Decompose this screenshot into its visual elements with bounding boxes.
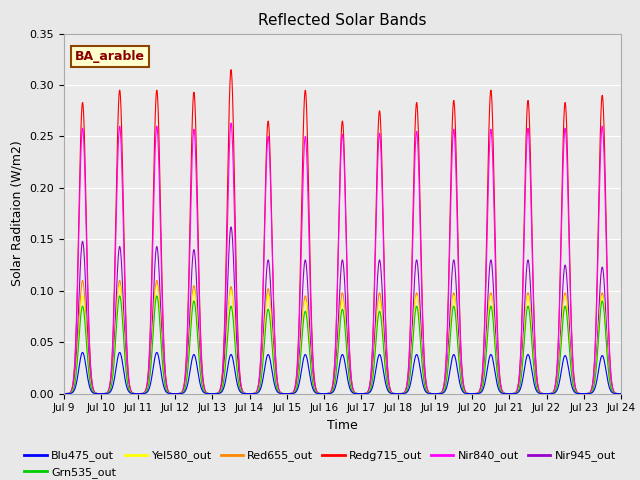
Grn535_out — [116, 293, 124, 299]
Grn535_out — [60, 391, 68, 396]
Nir840_out — [60, 391, 68, 396]
Nir945_out — [606, 377, 614, 383]
Blu475_out — [274, 389, 282, 395]
Grn535_out — [124, 381, 132, 387]
Red655_out — [298, 327, 306, 333]
Nir945_out — [546, 391, 554, 396]
Redg715_out — [617, 391, 625, 396]
Red655_out — [546, 391, 554, 396]
Nir945_out — [124, 375, 131, 381]
Redg715_out — [124, 358, 131, 363]
Redg715_out — [274, 381, 282, 386]
Redg715_out — [298, 193, 306, 199]
X-axis label: Time: Time — [327, 419, 358, 432]
Yel580_out — [617, 391, 625, 396]
Grn535_out — [157, 335, 164, 341]
Redg715_out — [157, 208, 164, 214]
Yel580_out — [157, 329, 164, 335]
Nir840_out — [124, 361, 131, 367]
Nir945_out — [227, 224, 235, 230]
Nir840_out — [157, 230, 164, 236]
Red655_out — [79, 277, 86, 283]
Nir945_out — [157, 302, 164, 308]
Nir840_out — [546, 391, 554, 396]
Line: Blu475_out: Blu475_out — [64, 352, 621, 394]
Nir840_out — [298, 224, 306, 229]
Yel580_out — [116, 283, 124, 288]
Yel580_out — [60, 391, 68, 396]
Blu475_out — [60, 391, 68, 396]
Blu475_out — [79, 349, 86, 355]
Title: Reflected Solar Bands: Reflected Solar Bands — [258, 13, 427, 28]
Redg715_out — [227, 67, 235, 72]
Line: Nir840_out: Nir840_out — [64, 123, 621, 394]
Grn535_out — [617, 391, 625, 396]
Grn535_out — [546, 391, 554, 396]
Blu475_out — [298, 365, 306, 371]
Red655_out — [124, 380, 132, 385]
Blu475_out — [606, 386, 614, 392]
Red655_out — [274, 387, 282, 393]
Blu475_out — [617, 391, 625, 396]
Line: Grn535_out: Grn535_out — [64, 296, 621, 394]
Line: Nir945_out: Nir945_out — [64, 227, 621, 394]
Red655_out — [606, 380, 614, 385]
Yel580_out — [546, 391, 554, 396]
Nir945_out — [617, 391, 625, 396]
Grn535_out — [298, 337, 306, 343]
Red655_out — [157, 326, 164, 332]
Redg715_out — [60, 391, 68, 396]
Line: Red655_out: Red655_out — [64, 280, 621, 394]
Nir840_out — [274, 381, 282, 387]
Line: Redg715_out: Redg715_out — [64, 70, 621, 394]
Yel580_out — [124, 380, 132, 386]
Grn535_out — [274, 388, 282, 394]
Red655_out — [60, 391, 68, 396]
Redg715_out — [606, 358, 614, 363]
Yel580_out — [274, 387, 282, 393]
Nir945_out — [298, 304, 306, 310]
Nir840_out — [227, 120, 235, 126]
Line: Yel580_out: Yel580_out — [64, 286, 621, 394]
Legend: Blu475_out, Grn535_out, Yel580_out, Red655_out, Redg715_out, Nir840_out, Nir945_: Blu475_out, Grn535_out, Yel580_out, Red6… — [20, 446, 620, 480]
Grn535_out — [606, 381, 614, 386]
Yel580_out — [606, 380, 614, 386]
Redg715_out — [546, 391, 554, 396]
Blu475_out — [546, 391, 554, 396]
Y-axis label: Solar Raditaion (W/m2): Solar Raditaion (W/m2) — [11, 141, 24, 287]
Nir945_out — [60, 391, 68, 396]
Blu475_out — [157, 367, 164, 373]
Text: BA_arable: BA_arable — [75, 50, 145, 63]
Red655_out — [617, 391, 625, 396]
Nir840_out — [606, 361, 614, 367]
Yel580_out — [298, 331, 306, 336]
Nir945_out — [274, 386, 282, 392]
Blu475_out — [124, 387, 132, 393]
Nir840_out — [617, 391, 625, 396]
